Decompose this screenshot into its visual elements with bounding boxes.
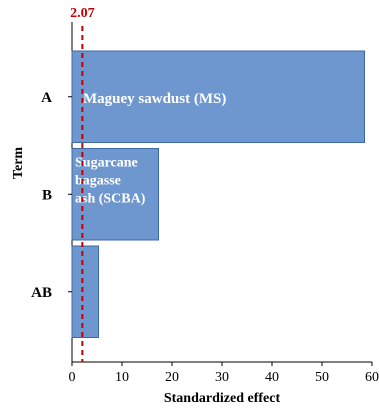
bar-label-scba: Sugarcane bagasse ash (SCBA) xyxy=(75,156,146,207)
category-label-ab: AB xyxy=(31,285,52,301)
bar-a xyxy=(71,50,365,143)
bar-ab xyxy=(71,245,99,338)
x-axis-title: Standardized effect xyxy=(164,391,281,406)
x-tick-label: 30 xyxy=(215,370,229,385)
category-label-a: A xyxy=(41,90,52,106)
x-tick-label: 20 xyxy=(165,370,179,385)
y-axis-title: Term xyxy=(11,147,26,179)
x-tick-label: 40 xyxy=(265,370,279,385)
category-label-b: B xyxy=(42,187,52,203)
x-tick-label: 0 xyxy=(69,370,76,385)
x-tick-label: 10 xyxy=(115,370,129,385)
bar-label-ms: Maguey sawdust (MS) xyxy=(83,91,226,107)
plot-area: 0 10 20 30 40 50 60 A Maguey sawdust (MS) B Sugarc… xyxy=(31,6,379,385)
reference-line-label: 2.07 xyxy=(70,6,95,21)
x-tick-label: 60 xyxy=(365,370,379,385)
x-tick-label: 50 xyxy=(315,370,329,385)
